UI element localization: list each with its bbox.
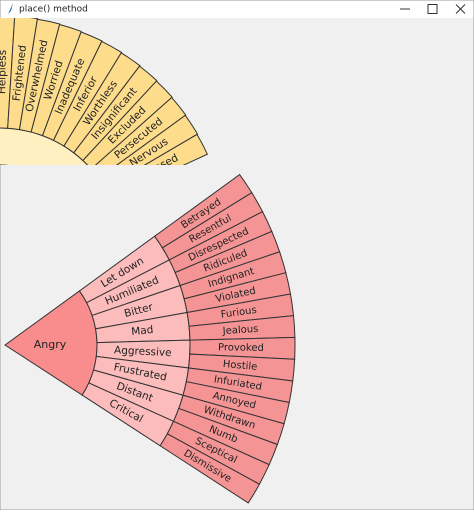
outer-label: Furious bbox=[220, 305, 257, 321]
window-title: place() method bbox=[19, 5, 88, 15]
fear-label: Helpless bbox=[0, 50, 9, 94]
outer-segment bbox=[143, 133, 208, 165]
middle-label: Aggressive bbox=[114, 344, 172, 359]
title-bar bbox=[0, 0, 474, 18]
core-label: Angry bbox=[34, 338, 67, 351]
outer-segment bbox=[159, 433, 261, 504]
outer-segment bbox=[82, 80, 173, 165]
outer-label: Jealous bbox=[221, 324, 258, 337]
middle-label: Mad bbox=[131, 324, 154, 338]
maximize-button[interactable] bbox=[427, 4, 438, 14]
outer-segment bbox=[94, 96, 187, 165]
close-button[interactable] bbox=[455, 4, 466, 14]
outer-label: Hostile bbox=[222, 359, 257, 373]
fear-image: Helpless FrightenedOverwhelmedWorriedInad… bbox=[0, 18, 208, 165]
app-icon bbox=[8, 3, 13, 14]
outer-label: Provoked bbox=[218, 342, 264, 354]
outer-segment bbox=[116, 114, 199, 165]
